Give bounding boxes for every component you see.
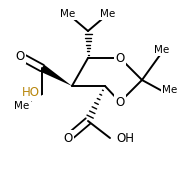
Text: Me: Me <box>60 9 76 19</box>
Text: OH: OH <box>116 131 134 144</box>
Text: Me: Me <box>100 9 116 19</box>
Text: Me: Me <box>154 45 170 55</box>
Text: O: O <box>15 49 25 62</box>
Polygon shape <box>40 65 72 86</box>
Text: O: O <box>63 131 73 144</box>
Text: O: O <box>115 52 125 64</box>
Text: HO: HO <box>22 86 40 99</box>
Text: Me: Me <box>162 85 178 95</box>
Text: Me: Me <box>14 101 30 111</box>
Text: O: O <box>115 96 125 108</box>
